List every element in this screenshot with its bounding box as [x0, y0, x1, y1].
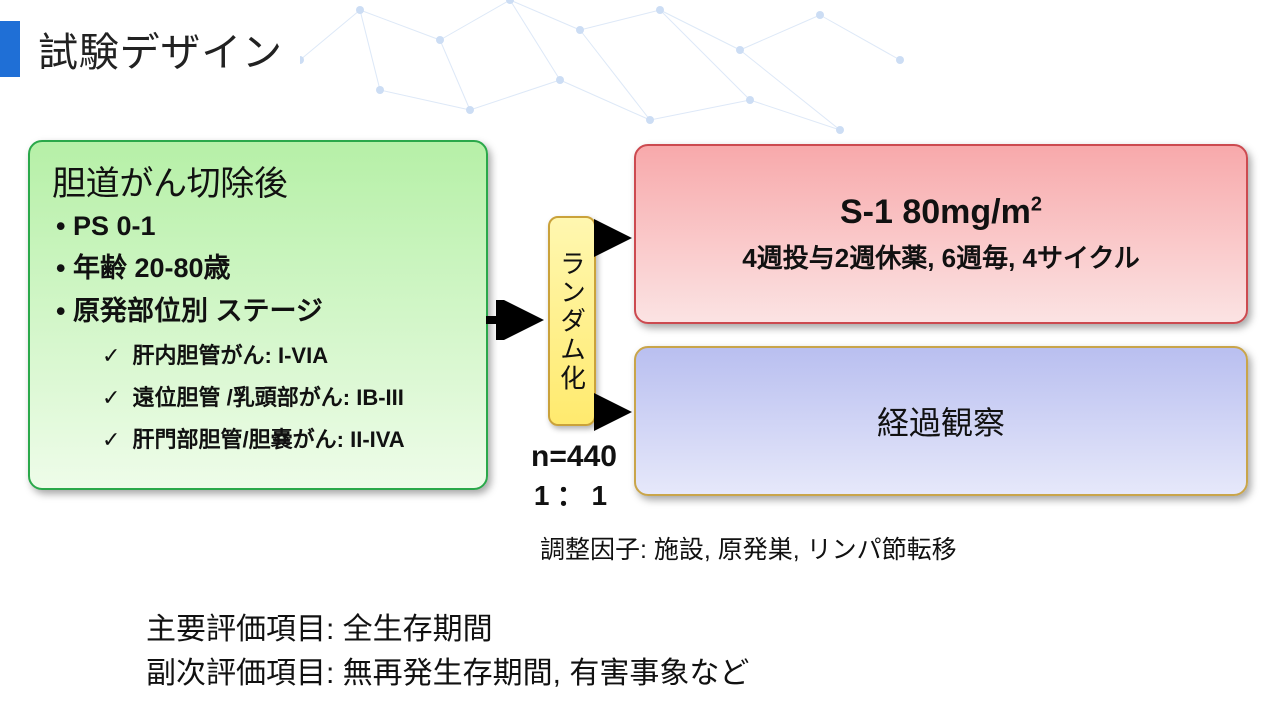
inclusion-subbullet: 遠位胆管 /乳頭部がん: IB-III	[102, 380, 464, 412]
title-bar: 試験デザイン	[0, 20, 283, 78]
inclusion-list: PS 0-1 年齢 20-80歳 原発部位別 ステージ 肝内胆管がん: I-VI…	[52, 211, 464, 454]
randomize-label: ランダム化	[554, 250, 591, 393]
arm1-title-text: S-1 80mg/m	[840, 193, 1031, 231]
arrow-to-randomize	[486, 300, 552, 340]
randomize-n: n=440	[520, 440, 628, 474]
inclusion-subbullet: 肝内胆管がん: I-VIA	[102, 338, 464, 370]
inclusion-bullet-label: 原発部位別 ステージ	[73, 296, 323, 326]
outcomes: 主要評価項目: 全生存期間 副次評価項目: 無再発生存期間, 有害事象など	[146, 608, 749, 695]
inclusion-sublist: 肝内胆管がん: I-VIA 遠位胆管 /乳頭部がん: IB-III 肝門部胆管/…	[56, 338, 464, 454]
arm2-box: 経過観察	[634, 346, 1248, 496]
title-accent	[0, 21, 20, 77]
inclusion-box: 胆道がん切除後 PS 0-1 年齢 20-80歳 原発部位別 ステージ 肝内胆管…	[28, 140, 488, 490]
inclusion-subbullet: 肝門部胆管/胆嚢がん: II-IVA	[102, 422, 464, 454]
randomize-ratio: 1：1	[520, 474, 628, 514]
slide: 試験デザイン 胆道がん切除後 PS 0-1 年齢 20-80歳 原発部位別 ステ…	[0, 0, 1280, 720]
randomize-box: ランダム化	[548, 216, 596, 426]
arm1-subtitle: 4週投与2週休薬, 6週毎, 4サイクル	[742, 238, 1139, 275]
arm1-title: S-1 80mg/m2	[840, 193, 1042, 232]
arm1-box: S-1 80mg/m2 4週投与2週休薬, 6週毎, 4サイクル	[634, 144, 1248, 324]
inclusion-bullet: PS 0-1	[56, 211, 464, 242]
adjustment-factors: 調整因子: 施設, 原発巣, リンパ節転移	[540, 530, 957, 566]
randomize-n-block: n=440 1：1	[520, 440, 628, 514]
inclusion-header: 胆道がん切除後	[52, 156, 464, 205]
arm1-title-sup: 2	[1031, 194, 1042, 216]
arm2-title: 経過観察	[877, 398, 1005, 444]
secondary-outcome: 副次評価項目: 無再発生存期間, 有害事象など	[146, 652, 749, 696]
network-background	[300, 0, 1000, 160]
inclusion-bullet: 原発部位別 ステージ 肝内胆管がん: I-VIA 遠位胆管 /乳頭部がん: IB…	[56, 289, 464, 454]
primary-outcome: 主要評価項目: 全生存期間	[146, 608, 749, 652]
page-title: 試験デザイン	[38, 20, 283, 78]
inclusion-bullet: 年齢 20-80歳	[56, 246, 464, 285]
